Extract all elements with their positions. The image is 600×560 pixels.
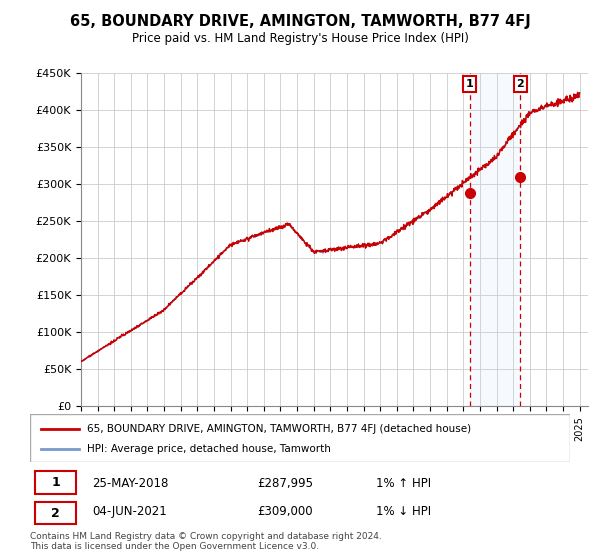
Text: 04-JUN-2021: 04-JUN-2021 [92, 505, 167, 517]
Text: 65, BOUNDARY DRIVE, AMINGTON, TAMWORTH, B77 4FJ (detached house): 65, BOUNDARY DRIVE, AMINGTON, TAMWORTH, … [86, 424, 471, 433]
Text: 1% ↓ HPI: 1% ↓ HPI [376, 505, 431, 517]
Text: £309,000: £309,000 [257, 505, 313, 517]
Text: Contains HM Land Registry data © Crown copyright and database right 2024.
This d: Contains HM Land Registry data © Crown c… [30, 532, 382, 552]
Text: 1: 1 [466, 79, 473, 89]
Text: 25-MAY-2018: 25-MAY-2018 [92, 477, 169, 490]
Text: 1% ↑ HPI: 1% ↑ HPI [376, 477, 431, 490]
Bar [35, 502, 76, 525]
Bar [470, 73, 520, 406]
Text: 1: 1 [51, 476, 60, 489]
Bar [35, 472, 76, 494]
Text: 65, BOUNDARY DRIVE, AMINGTON, TAMWORTH, B77 4FJ: 65, BOUNDARY DRIVE, AMINGTON, TAMWORTH, … [70, 14, 530, 29]
Text: 2: 2 [517, 79, 524, 89]
Text: 2: 2 [51, 506, 60, 520]
Text: £287,995: £287,995 [257, 477, 313, 490]
Text: Price paid vs. HM Land Registry's House Price Index (HPI): Price paid vs. HM Land Registry's House … [131, 32, 469, 45]
Text: HPI: Average price, detached house, Tamworth: HPI: Average price, detached house, Tamw… [86, 444, 331, 454]
